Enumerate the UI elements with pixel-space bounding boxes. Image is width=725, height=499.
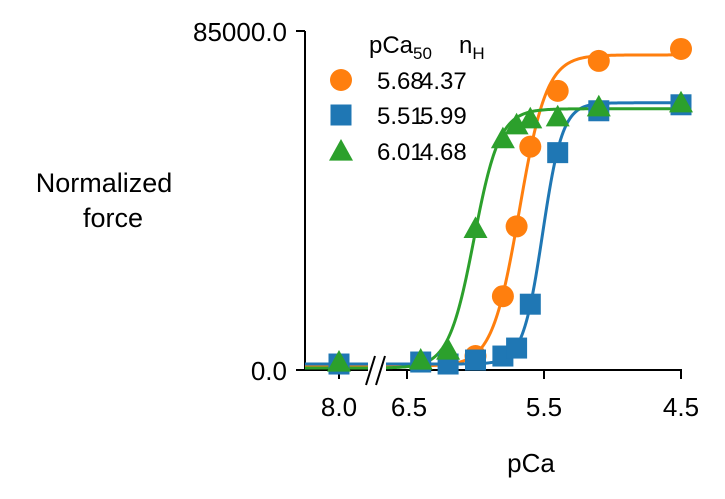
data-point-0-5	[587, 49, 610, 72]
x-tick-label-4-5: 4.5	[663, 392, 699, 422]
legend-header-nh: nH	[459, 32, 485, 63]
data-point-0-3	[519, 135, 542, 158]
data-point-2-6	[518, 106, 543, 129]
x-axis-title: pCa	[507, 448, 555, 478]
legend-marker-2	[329, 139, 353, 161]
legend-nh-1: 5.99	[420, 103, 467, 130]
x-tick-label-5-5: 5.5	[526, 392, 562, 422]
x-tick-label-8-0: 8.0	[321, 392, 357, 422]
data-point-1-7	[547, 142, 569, 164]
data-point-2-3	[463, 216, 488, 239]
legend-header-pca: pCa	[369, 32, 414, 59]
data-point-0-1	[491, 285, 514, 308]
legend-marker-0	[330, 69, 352, 91]
data-point-2-8	[586, 94, 611, 117]
data-point-2-7	[545, 104, 570, 127]
data-point-0-2	[505, 215, 528, 238]
data-point-1-5	[506, 337, 528, 359]
legend-header-nh-sub: H	[472, 44, 484, 63]
legend-pca50-1: 5.51	[377, 103, 424, 130]
legend-pca50-2: 6.01	[377, 139, 424, 166]
data-markers	[327, 37, 693, 375]
legend-nh-0: 4.37	[420, 68, 467, 95]
legend-pca50-0: 5.68	[377, 68, 424, 95]
legend-header-pca-sub: 50	[413, 44, 432, 63]
legend: pCa50 nH 5.68 4.37 5.51 5.99 6.01 4.68	[329, 32, 485, 166]
fit-curves	[305, 53, 681, 370]
y-axis-title-line1: Normalized	[36, 168, 173, 198]
x-tick-label-6-5: 6.5	[391, 392, 427, 422]
legend-header-pca50: pCa50	[369, 32, 432, 63]
y-axis-title-line2: force	[83, 203, 143, 233]
data-point-0-6	[670, 37, 692, 60]
axis-break-mark-right	[375, 355, 386, 386]
y-tick-label-top: 85000.0	[193, 17, 287, 47]
data-point-2-1	[408, 348, 433, 370]
data-point-1-3	[465, 349, 486, 371]
data-point-2-9	[669, 90, 693, 113]
y-tick-label-bottom: 0.0	[251, 356, 287, 386]
axis-break-mark-left	[365, 355, 376, 386]
data-point-2-4	[490, 126, 515, 149]
data-point-1-6	[519, 293, 541, 315]
data-point-2-0	[327, 350, 351, 372]
data-point-2-2	[436, 338, 461, 360]
data-point-0-4	[546, 79, 569, 102]
legend-nh-2: 4.68	[420, 139, 467, 166]
legend-marker-1	[330, 104, 352, 126]
axis-break-gap	[368, 366, 386, 374]
legend-markers	[329, 69, 353, 161]
data-point-2-5	[504, 112, 529, 135]
legend-header-n: n	[459, 32, 472, 59]
